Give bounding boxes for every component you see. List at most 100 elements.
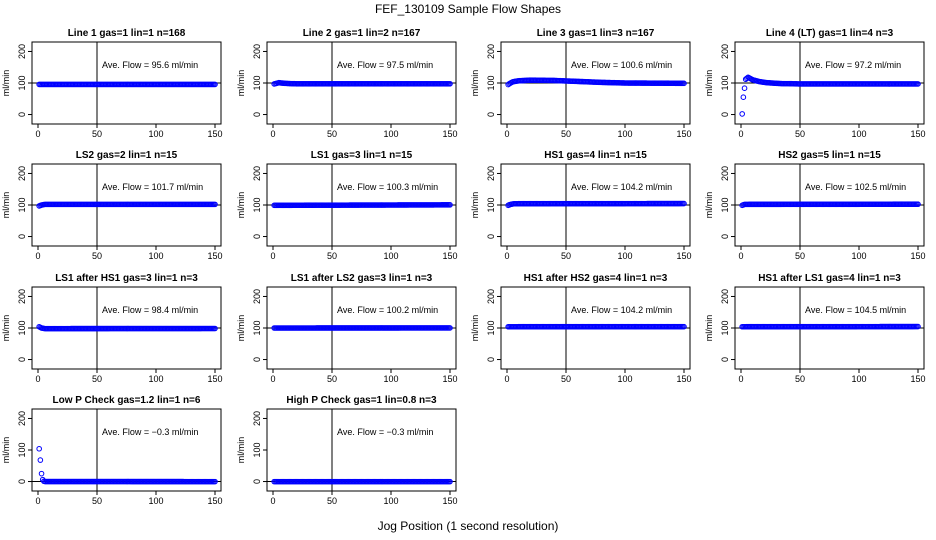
panel-title: Line 2 gas=1 lin=2 n=167 bbox=[303, 28, 421, 39]
y-tick-label: 100 bbox=[17, 75, 27, 90]
y-tick-label: 0 bbox=[17, 357, 27, 362]
plot-frame bbox=[266, 408, 457, 492]
panel-title: LS2 gas=2 lin=1 n=15 bbox=[76, 150, 178, 161]
data-point bbox=[681, 200, 687, 207]
data-series bbox=[505, 323, 687, 330]
panel-title: HS2 gas=5 lin=1 n=15 bbox=[778, 150, 881, 161]
y-tick-label: 0 bbox=[252, 234, 262, 239]
panel-title: Line 1 gas=1 lin=1 n=168 bbox=[68, 28, 186, 39]
y-tick-label: 200 bbox=[17, 289, 27, 304]
y-axis-label: ml/min bbox=[1, 315, 11, 342]
panel-3: Line 3 gas=1 lin=3 n=167 0 50 100 150 0 100 200… bbox=[470, 28, 692, 139]
average-flow-annotation: Ave. Flow = 97.5 ml/min bbox=[337, 60, 433, 70]
y-tick-label: 100 bbox=[252, 442, 262, 457]
data-point bbox=[38, 470, 45, 477]
y-tick-label: 100 bbox=[252, 75, 262, 90]
panel-title: HS1 gas=4 lin=1 n=15 bbox=[544, 150, 647, 161]
x-tick-label: 0 bbox=[504, 251, 509, 261]
y-tick-label: 100 bbox=[486, 75, 496, 90]
y-tick-label: 100 bbox=[720, 320, 730, 335]
x-tick-label: 100 bbox=[383, 251, 398, 261]
x-tick-label: 150 bbox=[442, 496, 457, 506]
data-point bbox=[447, 478, 453, 485]
data-point bbox=[447, 325, 453, 331]
x-tick-label: 50 bbox=[561, 251, 571, 261]
x-tick-label: 50 bbox=[795, 251, 805, 261]
data-point bbox=[447, 80, 453, 87]
x-tick-label: 50 bbox=[327, 129, 337, 139]
y-tick-label: 100 bbox=[17, 442, 27, 457]
x-tick-label: 0 bbox=[35, 496, 40, 506]
x-tick-label: 0 bbox=[738, 374, 743, 384]
x-tick-label: 50 bbox=[92, 496, 102, 506]
panel-13: Low P Check gas=1.2 lin=1 n=6 0 50 100 150 0 1… bbox=[1, 395, 223, 506]
y-tick-label: 100 bbox=[720, 75, 730, 90]
data-point bbox=[741, 85, 748, 91]
y-axis-label: ml/min bbox=[704, 315, 714, 342]
data-point bbox=[212, 478, 218, 485]
x-tick-label: 50 bbox=[92, 251, 102, 261]
y-tick-label: 200 bbox=[252, 289, 262, 304]
x-tick-label: 50 bbox=[327, 374, 337, 384]
panel-title: Line 3 gas=1 lin=3 n=167 bbox=[537, 28, 655, 39]
y-tick-label: 100 bbox=[486, 320, 496, 335]
average-flow-annotation: Ave. Flow = 100.2 ml/min bbox=[337, 305, 438, 315]
average-flow-annotation: Ave. Flow = 101.7 ml/min bbox=[102, 182, 203, 192]
y-tick-label: 0 bbox=[720, 234, 730, 239]
x-tick-label: 0 bbox=[35, 251, 40, 261]
average-flow-annotation: Ave. Flow = 97.2 ml/min bbox=[805, 60, 901, 70]
x-tick-label: 50 bbox=[327, 496, 337, 506]
x-tick-label: 100 bbox=[851, 374, 866, 384]
average-flow-annotation: Ave. Flow = 100.6 ml/min bbox=[571, 60, 672, 70]
y-tick-label: 200 bbox=[17, 166, 27, 181]
average-flow-annotation: Ave. Flow = 104.2 ml/min bbox=[571, 182, 672, 192]
data-point bbox=[212, 81, 218, 88]
average-flow-annotation: Ave. Flow = 102.5 ml/min bbox=[805, 182, 906, 192]
x-tick-label: 50 bbox=[795, 374, 805, 384]
data-series bbox=[271, 478, 453, 485]
y-tick-label: 200 bbox=[486, 44, 496, 59]
panel-12: HS1 after LS1 gas=4 lin=1 n=3 0 50 100 150 0 1… bbox=[704, 273, 926, 384]
y-tick-label: 200 bbox=[486, 166, 496, 181]
x-tick-label: 100 bbox=[148, 129, 163, 139]
panel-6: LS1 gas=3 lin=1 n=15 0 50 100 150 0 100 200 ml/m… bbox=[236, 150, 458, 261]
data-point bbox=[212, 325, 218, 332]
average-flow-annotation: Ave. Flow = −0.3 ml/min bbox=[337, 427, 433, 437]
y-axis-label: ml/min bbox=[1, 192, 11, 219]
y-axis-label: ml/min bbox=[236, 70, 246, 97]
data-series bbox=[505, 77, 687, 88]
x-tick-label: 150 bbox=[910, 129, 925, 139]
x-tick-label: 100 bbox=[383, 129, 398, 139]
x-tick-label: 150 bbox=[207, 374, 222, 384]
average-flow-annotation: Ave. Flow = 104.5 ml/min bbox=[805, 305, 906, 315]
average-flow-annotation: Ave. Flow = 100.3 ml/min bbox=[337, 182, 438, 192]
average-flow-annotation: Ave. Flow = 98.4 ml/min bbox=[102, 305, 198, 315]
y-tick-label: 0 bbox=[17, 479, 27, 484]
average-flow-annotation: Ave. Flow = 95.6 ml/min bbox=[102, 60, 198, 70]
x-tick-label: 0 bbox=[35, 374, 40, 384]
x-tick-label: 150 bbox=[442, 129, 457, 139]
x-tick-label: 0 bbox=[35, 129, 40, 139]
y-tick-label: 200 bbox=[17, 44, 27, 59]
y-axis-label: ml/min bbox=[470, 192, 480, 219]
x-tick-label: 100 bbox=[383, 374, 398, 384]
y-tick-label: 0 bbox=[252, 357, 262, 362]
x-tick-label: 150 bbox=[207, 496, 222, 506]
panel-11: HS1 after HS2 gas=4 lin=1 n=3 0 50 100 150 0 1… bbox=[470, 273, 692, 384]
panel-1: Line 1 gas=1 lin=1 n=168 0 50 100 150 0 100 200… bbox=[1, 28, 223, 139]
x-tick-label: 150 bbox=[676, 129, 691, 139]
x-tick-label: 150 bbox=[910, 374, 925, 384]
data-series bbox=[36, 81, 218, 88]
data-point bbox=[915, 201, 921, 208]
x-tick-label: 100 bbox=[148, 374, 163, 384]
plot-frame bbox=[31, 408, 222, 492]
average-flow-annotation: Ave. Flow = −0.3 ml/min bbox=[102, 427, 198, 437]
x-tick-label: 0 bbox=[270, 129, 275, 139]
y-tick-label: 0 bbox=[252, 112, 262, 117]
panel-10: LS1 after LS2 gas=3 lin=1 n=3 0 50 100 150 0 1… bbox=[236, 273, 458, 384]
y-tick-label: 100 bbox=[17, 197, 27, 212]
y-axis-label: ml/min bbox=[704, 192, 714, 219]
y-axis-label: ml/min bbox=[470, 315, 480, 342]
y-axis-label: ml/min bbox=[1, 70, 11, 97]
